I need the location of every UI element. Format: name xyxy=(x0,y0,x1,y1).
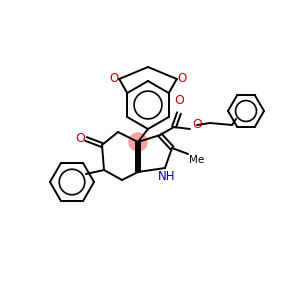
Text: Me: Me xyxy=(189,155,204,165)
Text: O: O xyxy=(178,73,187,85)
Text: O: O xyxy=(174,94,184,107)
Text: NH: NH xyxy=(158,170,176,184)
Text: O: O xyxy=(192,118,202,131)
Text: O: O xyxy=(75,131,85,145)
Text: O: O xyxy=(109,73,118,85)
Circle shape xyxy=(129,133,147,151)
